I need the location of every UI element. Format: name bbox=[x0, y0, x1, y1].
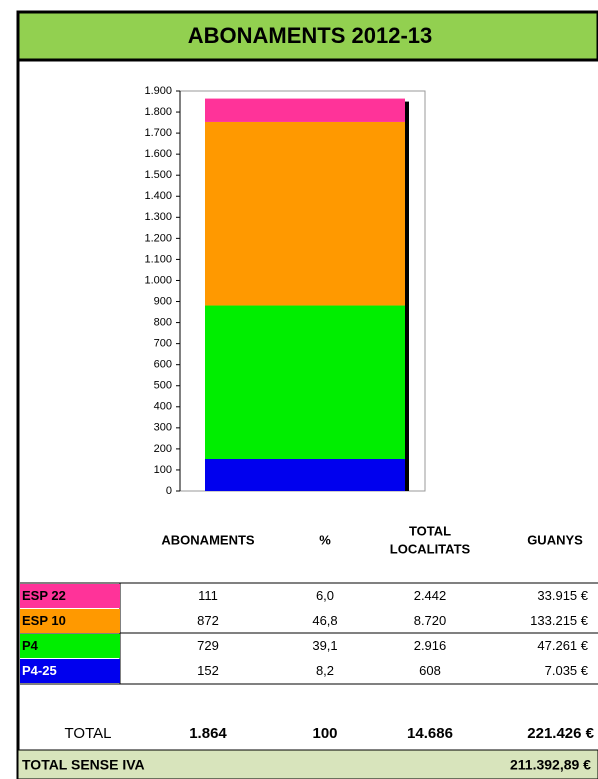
cell: 608 bbox=[419, 663, 441, 678]
y-tick-label: 200 bbox=[154, 443, 172, 455]
cell: 729 bbox=[197, 638, 219, 653]
cell: 2.916 bbox=[414, 638, 447, 653]
column-header: GUANYS bbox=[527, 532, 583, 547]
y-tick-label: 700 bbox=[154, 338, 172, 350]
y-tick-label: 100 bbox=[154, 464, 172, 476]
column-header: LOCALITATS bbox=[390, 541, 471, 556]
cell: 152 bbox=[197, 663, 219, 678]
row-label-cell bbox=[20, 584, 120, 608]
total-label: TOTAL bbox=[65, 725, 112, 742]
y-tick-label: 600 bbox=[154, 359, 172, 371]
y-tick-label: 400 bbox=[154, 401, 172, 413]
row-label-cell bbox=[20, 609, 120, 633]
cell: 33.915 € bbox=[537, 588, 588, 603]
total-cell: 1.864 bbox=[189, 725, 227, 742]
row-label: ESP 10 bbox=[22, 613, 66, 628]
y-tick-label: 1.800 bbox=[144, 106, 172, 118]
y-tick-label: 1.700 bbox=[144, 127, 172, 139]
chart-title: ABONAMENTS 2012-13 bbox=[188, 23, 433, 48]
y-tick-label: 300 bbox=[154, 422, 172, 434]
y-tick-label: 1.400 bbox=[144, 190, 172, 202]
y-tick-label: 800 bbox=[154, 316, 172, 328]
bar-shadow bbox=[405, 101, 409, 491]
column-header: TOTAL bbox=[409, 523, 451, 538]
cell: 111 bbox=[198, 588, 218, 603]
y-tick-label: 1.000 bbox=[144, 274, 172, 286]
row-label: P4-25 bbox=[22, 663, 57, 678]
footer-label: TOTAL SENSE IVA bbox=[22, 757, 145, 773]
cell: 39,1 bbox=[312, 638, 337, 653]
cell: 8.720 bbox=[414, 613, 447, 628]
cell: 46,8 bbox=[312, 613, 337, 628]
y-tick-label: 1.600 bbox=[144, 148, 172, 160]
cell: 2.442 bbox=[414, 588, 447, 603]
y-tick-label: 0 bbox=[166, 485, 172, 497]
footer-bar bbox=[17, 749, 598, 779]
y-tick-label: 1.300 bbox=[144, 211, 172, 223]
total-cell: 221.426 € bbox=[527, 725, 594, 742]
cell: 133.215 € bbox=[530, 613, 589, 628]
column-header: % bbox=[319, 532, 331, 547]
y-tick-label: 1.900 bbox=[144, 85, 172, 97]
column-header: ABONAMENTS bbox=[161, 532, 254, 547]
row-label: ESP 22 bbox=[22, 588, 66, 603]
row-label-cell bbox=[20, 634, 120, 658]
title-bar bbox=[16, 10, 598, 62]
y-tick-label: 900 bbox=[154, 295, 172, 307]
y-tick-label: 1.200 bbox=[144, 232, 172, 244]
cell: 6,0 bbox=[316, 588, 334, 603]
cell: 7.035 € bbox=[545, 663, 589, 678]
bar-segment bbox=[205, 98, 405, 122]
cell: 872 bbox=[197, 613, 219, 628]
y-tick-label: 1.500 bbox=[144, 169, 172, 181]
cell: 8,2 bbox=[316, 663, 334, 678]
bar-segment bbox=[205, 305, 405, 459]
row-label: P4 bbox=[22, 638, 39, 653]
bar-segment bbox=[205, 121, 405, 306]
y-tick-label: 500 bbox=[154, 380, 172, 392]
total-cell: 14.686 bbox=[407, 725, 453, 742]
footer-value: 211.392,89 € bbox=[510, 757, 591, 773]
row-label-cell bbox=[20, 659, 120, 683]
y-tick-label: 1.100 bbox=[144, 253, 172, 265]
cell: 47.261 € bbox=[537, 638, 588, 653]
bar-segment bbox=[205, 459, 405, 491]
total-cell: 100 bbox=[312, 725, 337, 742]
